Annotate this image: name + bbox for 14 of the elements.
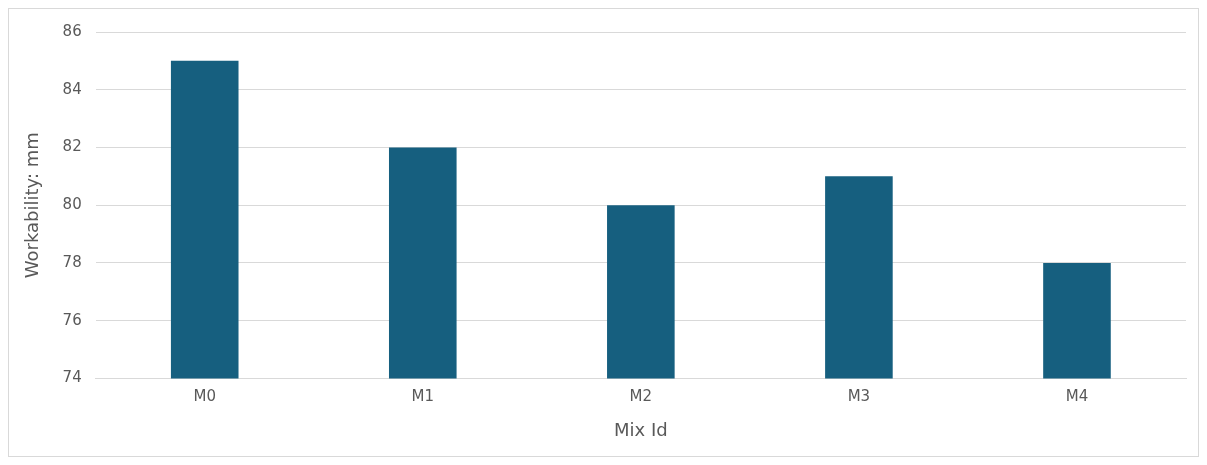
x-tick-label: M0 (193, 387, 216, 406)
x-tick-label: M1 (411, 387, 435, 406)
y-axis-title: Workability: mm (21, 132, 43, 279)
y-tick-label: 78 (62, 252, 82, 271)
y-tick-label: 84 (62, 79, 82, 98)
x-tick-label: M4 (1065, 387, 1089, 406)
x-tick-label: M3 (847, 387, 871, 406)
y-tick-label: 80 (62, 195, 82, 214)
y-tick-label: 86 (62, 21, 82, 40)
y-tick-label: 74 (62, 368, 82, 387)
y-tick-label: 82 (62, 137, 82, 156)
x-tick-label: M2 (629, 387, 653, 406)
y-tick-label: 76 (62, 310, 82, 329)
x-axis-title: Mix Id (614, 418, 668, 440)
